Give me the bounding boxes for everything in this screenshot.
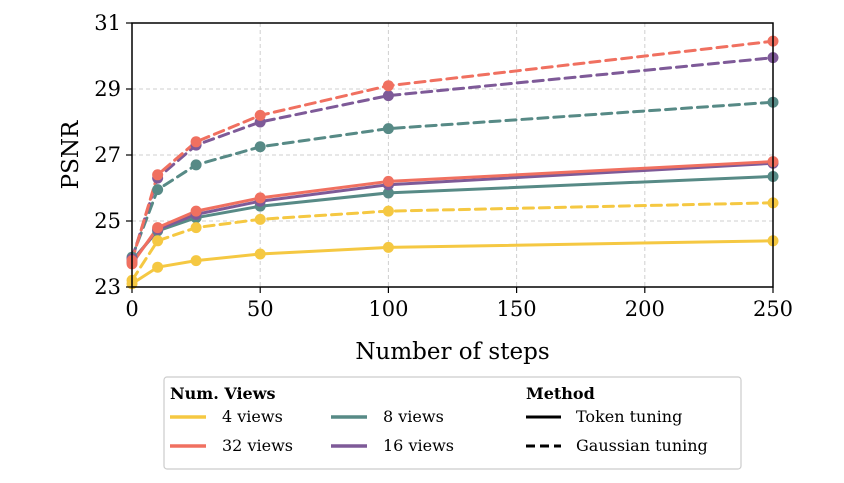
series-line-4-views-gaussian [130, 201, 775, 282]
y-tick-label: 23 [94, 275, 121, 299]
legend-entries: 4 views 32 views 8 views 16 views Token tuni… [170, 407, 708, 455]
series-lines [130, 39, 775, 286]
x-tick-label: 250 [753, 297, 793, 321]
series-line-16-views-gaussian [130, 56, 775, 261]
x-axis-label: Number of steps [355, 339, 549, 365]
y-tick-label: 25 [94, 209, 121, 233]
data-point [190, 136, 202, 148]
x-tick-label: 50 [247, 297, 274, 321]
x-tick-label: 200 [625, 297, 665, 321]
data-point [382, 123, 394, 135]
legend-method-title: Method [526, 384, 595, 403]
series-line-4-views-token [130, 239, 775, 286]
data-point [382, 90, 394, 102]
legend-views-title: Num. Views [170, 384, 276, 403]
legend-label: 16 views [383, 436, 454, 455]
legend: Num. Views Method 4 views 32 views 8 views… [163, 376, 742, 470]
series-points [126, 35, 779, 290]
y-tick-label: 29 [94, 77, 121, 101]
data-point [190, 255, 202, 267]
axis-ticks: 0 50 100 150 200 250 23 25 27 29 31 [94, 11, 793, 321]
series-line-8-views-token [130, 174, 775, 263]
data-point [382, 205, 394, 217]
data-point [382, 80, 394, 92]
y-tick-label: 31 [94, 11, 121, 35]
data-point [152, 261, 164, 273]
data-point [254, 192, 266, 204]
data-point [254, 109, 266, 121]
legend-method-label: Gaussian tuning [576, 436, 708, 455]
data-point [190, 222, 202, 234]
x-tick-label: 150 [497, 297, 537, 321]
series-line-8-views-gaussian [130, 100, 775, 259]
data-point [152, 235, 164, 247]
legend-label: 4 views [222, 407, 283, 426]
x-tick-label: 100 [368, 297, 408, 321]
data-point [382, 175, 394, 187]
legend-method-label: Token tuning [576, 407, 682, 426]
y-axis-label: PSNR [58, 120, 84, 189]
data-point [190, 159, 202, 171]
x-tick-label: 0 [125, 297, 138, 321]
data-point [254, 248, 266, 260]
legend-box [163, 376, 742, 470]
data-point [152, 222, 164, 234]
legend-label: 8 views [383, 407, 444, 426]
data-point [382, 241, 394, 253]
data-point [254, 213, 266, 225]
y-tick-label: 27 [94, 143, 121, 167]
data-point [254, 141, 266, 153]
legend-label: 32 views [222, 436, 293, 455]
data-point [152, 184, 164, 196]
series-line-32-views-gaussian [130, 39, 775, 263]
data-point [152, 169, 164, 181]
data-point [190, 205, 202, 217]
data-point [382, 187, 394, 199]
